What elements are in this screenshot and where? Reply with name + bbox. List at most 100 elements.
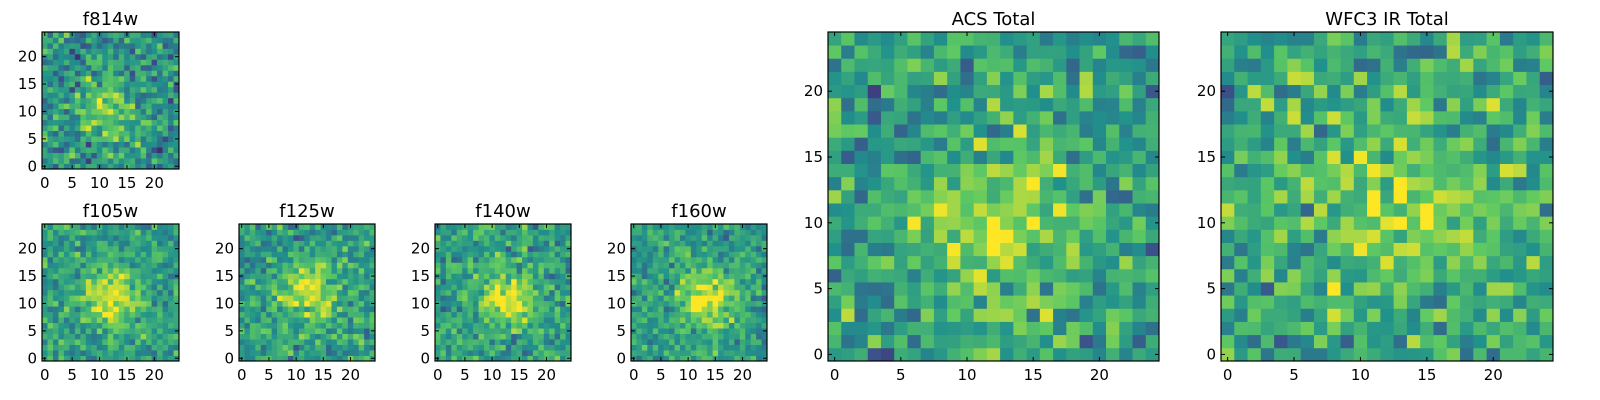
- heatmap-cell: [298, 240, 305, 247]
- heatmap-cell: [157, 251, 163, 258]
- heatmap-cell: [277, 333, 283, 340]
- heatmap-cell: [162, 147, 169, 153]
- heatmap-cell: [560, 234, 566, 241]
- heatmap-cell: [467, 333, 474, 340]
- heatmap-cell: [1092, 150, 1107, 164]
- heatmap-cell: [445, 278, 452, 285]
- heatmap-cell: [140, 141, 147, 148]
- heatmap-cell: [135, 53, 142, 60]
- heatmap-cell: [532, 322, 539, 329]
- heatmap-cell: [739, 328, 746, 334]
- heatmap-cell: [723, 350, 730, 356]
- heatmap-cell: [527, 289, 534, 296]
- heatmap-cell: [473, 317, 479, 324]
- heatmap-cell: [565, 256, 572, 263]
- heatmap-cell: [113, 59, 120, 66]
- heatmap-cell: [173, 147, 180, 153]
- heatmap-cell: [462, 328, 469, 334]
- heatmap-cell: [124, 273, 131, 280]
- heatmap-cell: [685, 278, 692, 285]
- heatmap-cell: [701, 224, 708, 230]
- heatmap-cell: [494, 328, 501, 334]
- heatmap-cell: [1380, 189, 1395, 204]
- heatmap-cell: [260, 333, 267, 340]
- heatmap-cell: [135, 97, 142, 104]
- heatmap-cell: [107, 333, 114, 340]
- heatmap-cell: [277, 355, 283, 362]
- heatmap-cell: [1221, 321, 1235, 336]
- heatmap-cell: [696, 251, 703, 258]
- heatmap-cell: [505, 311, 512, 318]
- heatmap-cell: [42, 152, 48, 159]
- heatmap-cell: [669, 289, 675, 296]
- heatmap-cell: [364, 224, 370, 230]
- heatmap-cell: [1013, 189, 1027, 204]
- heatmap-cell: [1079, 203, 1094, 217]
- heatmap-cell: [353, 278, 360, 285]
- heatmap-cell: [102, 141, 109, 148]
- heatmap-cell: [157, 152, 163, 159]
- y-tick-label: 15: [18, 267, 37, 285]
- heatmap-cell: [532, 245, 539, 252]
- heatmap-cell: [947, 268, 961, 283]
- heatmap-cell: [986, 282, 1001, 296]
- heatmap-cell: [96, 136, 103, 142]
- heatmap-cell: [734, 229, 741, 236]
- heatmap-cell: [494, 251, 501, 258]
- heatmap-cell: [271, 300, 278, 307]
- heatmap-cell: [157, 81, 163, 88]
- heatmap-cell: [146, 141, 152, 148]
- heatmap-cell: [1000, 45, 1014, 59]
- heatmap-cell: [42, 130, 48, 137]
- heatmap-cell: [505, 251, 512, 258]
- heatmap-cell: [52, 103, 59, 110]
- heatmap-cell: [102, 147, 109, 153]
- heatmap-cell: [63, 256, 70, 263]
- heatmap-cell: [336, 251, 343, 258]
- heatmap-cell: [1039, 124, 1054, 138]
- heatmap-cell: [1446, 137, 1461, 151]
- heatmap-cell: [920, 255, 935, 270]
- heatmap-cell: [1433, 58, 1448, 72]
- heatmap-cell: [162, 256, 169, 263]
- heatmap-cell: [113, 328, 120, 334]
- heatmap-cell: [1433, 282, 1448, 296]
- heatmap-cell: [483, 344, 490, 351]
- heatmap-cell: [118, 273, 125, 280]
- heatmap-cell: [113, 306, 120, 313]
- heatmap-cell: [761, 224, 768, 230]
- heatmap-cell: [516, 262, 523, 269]
- heatmap-cell: [162, 92, 169, 99]
- heatmap-cell: [85, 245, 92, 252]
- heatmap-cell: [690, 251, 697, 258]
- heatmap-cell: [1446, 189, 1461, 204]
- heatmap-cell: [249, 284, 256, 291]
- heatmap-cell: [1406, 97, 1421, 112]
- heatmap-cell: [636, 317, 643, 324]
- heatmap-cell: [80, 130, 87, 137]
- heatmap-cell: [745, 251, 752, 258]
- heatmap-cell: [467, 267, 474, 274]
- heatmap-cell: [74, 42, 81, 49]
- heatmap-cell: [1340, 242, 1355, 257]
- heatmap-cell: [532, 251, 539, 258]
- heatmap-cell: [1247, 58, 1262, 72]
- heatmap-cell: [1460, 124, 1474, 138]
- heatmap-cell: [1473, 334, 1487, 349]
- heatmap-cell: [157, 114, 163, 121]
- heatmap-cell: [260, 267, 267, 274]
- heatmap-cell: [1079, 150, 1094, 164]
- heatmap-cell: [58, 300, 65, 307]
- heatmap-cell: [690, 224, 697, 230]
- heatmap-cell: [282, 229, 289, 236]
- heatmap-cell: [1420, 84, 1434, 99]
- heatmap-cell: [761, 344, 768, 351]
- heatmap-cell: [1274, 308, 1288, 322]
- heatmap-cell: [489, 262, 496, 269]
- heatmap-cell: [674, 295, 681, 302]
- heatmap-cell: [151, 344, 158, 351]
- heatmap-cell: [679, 344, 686, 351]
- heatmap-cell: [1460, 71, 1474, 86]
- heatmap-cell: [69, 86, 76, 93]
- heatmap-cell: [331, 267, 338, 274]
